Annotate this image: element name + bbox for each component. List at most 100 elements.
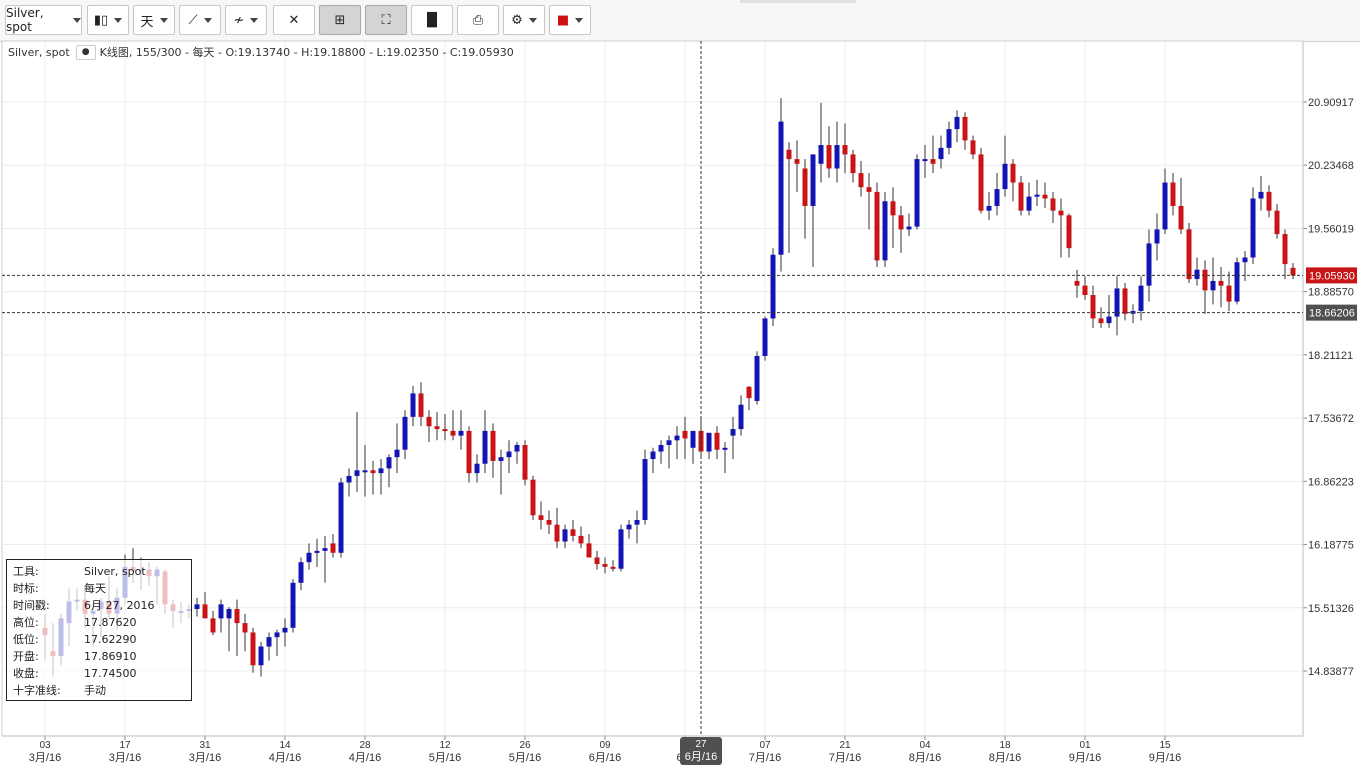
- x-tick-month-label: 8月/16: [989, 752, 1021, 764]
- volume-button[interactable]: ▐▌: [411, 5, 453, 35]
- candle-body-up: [306, 552, 312, 563]
- indicators-button[interactable]: ≁: [225, 5, 267, 35]
- x-tick-day-label: 21: [839, 740, 851, 751]
- crosshair-button[interactable]: ⊞: [319, 5, 361, 35]
- period-button[interactable]: 天: [133, 5, 175, 35]
- candle-body-up: [938, 147, 944, 160]
- candle-body-down: [578, 535, 584, 544]
- bar-chart-icon: ▐▌: [422, 12, 442, 28]
- fullscreen-button[interactable]: ⛶: [365, 5, 407, 35]
- print-button[interactable]: ⎙: [457, 5, 499, 35]
- symbol-select[interactable]: Silver, spot: [5, 5, 82, 35]
- last-price-tag: [1306, 267, 1357, 284]
- info-label: 低位:: [13, 633, 39, 646]
- candle-body-up: [498, 457, 504, 461]
- candle-body-down: [1090, 295, 1096, 319]
- period-label: 天: [140, 14, 154, 30]
- info-row: 工具: Silver, spot: [13, 563, 191, 580]
- candle-body-up: [194, 604, 200, 610]
- candle-body-down: [1170, 182, 1176, 206]
- candle-body-up: [394, 449, 400, 458]
- settings-button[interactable]: ⚙: [503, 5, 545, 35]
- candle-body-down: [602, 564, 608, 567]
- candle-body-down: [554, 524, 560, 542]
- candle-body-up: [882, 201, 888, 261]
- candle-body-up: [994, 189, 1000, 206]
- tab-handle: [740, 0, 856, 3]
- candle-body-up: [458, 430, 464, 436]
- candle-body-down: [466, 430, 472, 474]
- flag-icon: ■: [556, 12, 570, 28]
- x-tick-day-label: 18: [999, 740, 1011, 751]
- y-tick-label: 19.56019: [1308, 223, 1354, 235]
- info-value: Silver, spot: [84, 565, 146, 578]
- candle-body-up: [226, 609, 232, 619]
- x-tick-month-label: 4月/16: [269, 752, 301, 764]
- info-label: 高位:: [13, 616, 39, 629]
- candle-body-up: [1250, 198, 1256, 258]
- x-tick-day-label: 17: [119, 740, 131, 751]
- candle-body-down: [826, 145, 832, 169]
- candle-body-up: [922, 159, 928, 162]
- x-tick-month-label: 6月/16: [589, 752, 621, 764]
- candle-body-up: [1026, 196, 1032, 211]
- candle-body-down: [1082, 285, 1088, 296]
- chevron-down-icon: [73, 17, 81, 23]
- candle-body-up: [626, 524, 632, 530]
- info-value: 每天: [84, 582, 106, 595]
- candle-body-down: [1074, 280, 1080, 286]
- clear-drawings-button[interactable]: ✕: [273, 5, 315, 35]
- candle-body-down: [1290, 267, 1296, 276]
- candle-body-up: [474, 463, 480, 474]
- candle-body-up: [818, 145, 824, 164]
- info-row: 十字准线: 手动: [13, 682, 191, 699]
- candle-body-up: [722, 447, 728, 450]
- candle-body-down: [802, 168, 808, 206]
- candle-body-up: [410, 393, 416, 417]
- crosshair-date-month: 6月/16: [685, 751, 717, 763]
- info-row: 高位: 17.87620: [13, 614, 191, 631]
- x-tick-month-label: 3月/16: [109, 752, 141, 764]
- x-tick-day-label: 03: [39, 740, 51, 751]
- candle-body-down: [1274, 210, 1280, 235]
- candle-body-down: [962, 116, 968, 141]
- crosshair-date-day: 27: [695, 739, 707, 750]
- chart-type-button[interactable]: ▮▯: [87, 5, 129, 35]
- candle-body-up: [338, 482, 344, 553]
- candle-body-up: [1258, 191, 1264, 199]
- x-tick-month-label: 5月/16: [429, 752, 461, 764]
- candle-body-up: [258, 646, 264, 666]
- candle-body-up: [1138, 285, 1144, 311]
- x-tick-day-label: 09: [599, 740, 611, 751]
- candle-body-down: [418, 393, 424, 417]
- info-label: 时标:: [13, 582, 39, 595]
- x-tick-day-label: 28: [359, 740, 371, 751]
- candle-body-down: [858, 173, 864, 188]
- eye-icon[interactable]: ●: [75, 44, 96, 60]
- candle-body-up: [354, 470, 360, 476]
- chevron-down-icon: [203, 17, 212, 23]
- chevron-down-icon: [575, 17, 584, 23]
- candle-body-up: [1242, 257, 1248, 263]
- info-value: 17.86910: [84, 650, 137, 663]
- info-label: 收盘:: [13, 667, 39, 680]
- drawing-tools-button[interactable]: ⟋: [179, 5, 221, 35]
- candle-body-up: [402, 416, 408, 450]
- candle-body-up: [322, 548, 328, 551]
- candle-body-up: [986, 205, 992, 211]
- x-tick-month-label: 9月/16: [1149, 752, 1181, 764]
- candle-body-up: [514, 444, 520, 452]
- candle-body-up: [650, 451, 656, 460]
- symbol-select-label: Silver, spot: [6, 6, 44, 34]
- candle-body-up: [754, 355, 760, 401]
- candle-body-down: [490, 430, 496, 461]
- color-button[interactable]: ■: [549, 5, 591, 35]
- x-tick-day-label: 04: [919, 740, 931, 751]
- candle-body-down: [850, 154, 856, 174]
- candle-body-down: [250, 632, 256, 666]
- candle-body-down: [1058, 210, 1064, 216]
- x-tick-day-label: 07: [759, 740, 771, 751]
- candle-body-down: [842, 145, 848, 155]
- candle-body-up: [562, 529, 568, 542]
